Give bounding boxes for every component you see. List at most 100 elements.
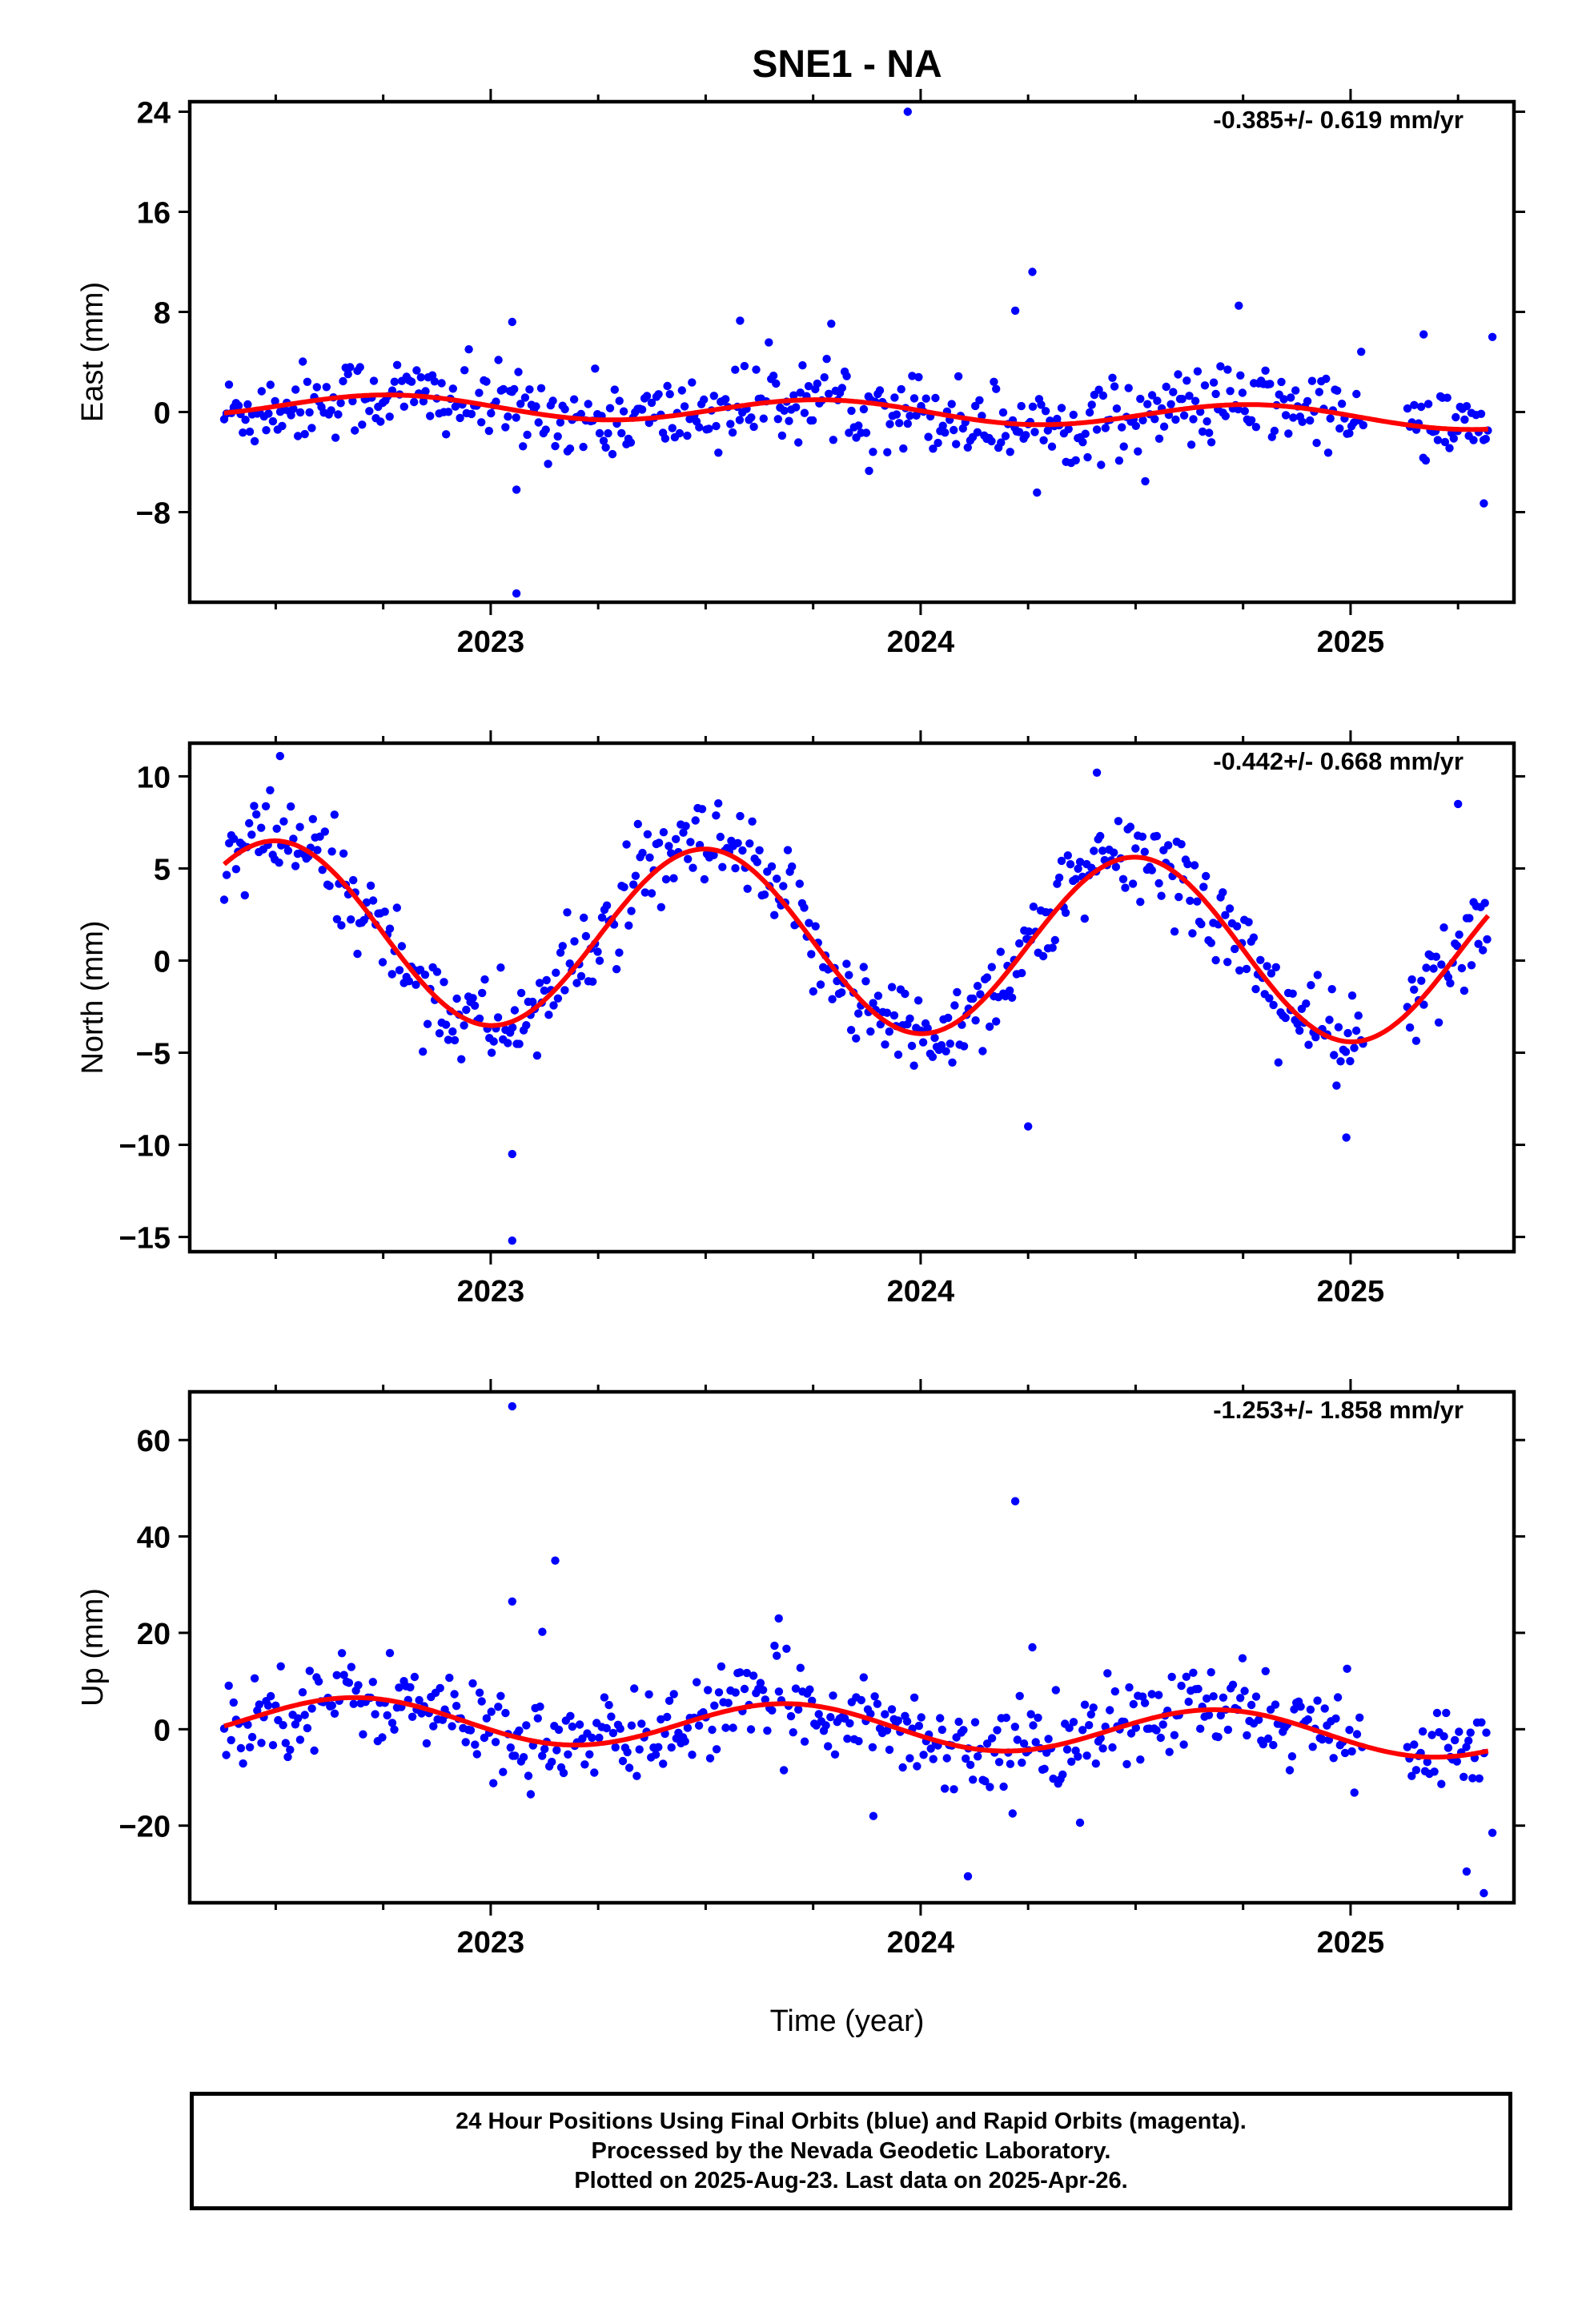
data-point [1136, 394, 1145, 404]
data-point [1048, 943, 1057, 952]
data-point [912, 411, 921, 420]
data-point [774, 1614, 783, 1623]
data-point [1225, 904, 1235, 913]
data-point [351, 426, 359, 435]
data-point [663, 1712, 672, 1722]
data-point [892, 410, 901, 419]
data-point [303, 377, 312, 386]
data-point [580, 1760, 589, 1769]
data-point [508, 1401, 516, 1411]
data-point [491, 1738, 500, 1747]
data-point [544, 460, 552, 468]
data-point [279, 1721, 287, 1730]
data-point [1053, 414, 1062, 424]
data-point [339, 1671, 348, 1679]
data-point [303, 1723, 312, 1733]
data-point [339, 376, 347, 386]
data-point [1259, 1739, 1268, 1749]
data-point [755, 846, 764, 855]
data-point [1214, 1732, 1223, 1742]
data-point [805, 1685, 814, 1694]
data-point [511, 1751, 520, 1760]
data-point [595, 956, 604, 965]
data-point [496, 963, 505, 972]
data-point [501, 423, 510, 432]
data-point [299, 357, 307, 366]
data-point [222, 870, 231, 879]
data-point [262, 426, 271, 435]
data-point [477, 1697, 486, 1706]
data-point [608, 1728, 618, 1738]
data-point [412, 980, 420, 989]
data-point [1189, 415, 1198, 424]
data-point [1110, 382, 1119, 391]
data-point [897, 384, 905, 394]
data-point [515, 1039, 524, 1048]
data-point [905, 1014, 914, 1023]
data-point [1288, 989, 1297, 999]
data-point [1110, 848, 1118, 857]
data-point [1249, 933, 1259, 942]
data-point [691, 816, 700, 825]
data-point [1351, 1026, 1361, 1035]
data-point [688, 378, 697, 387]
data-point [885, 420, 894, 428]
data-point [1138, 1692, 1147, 1701]
data-point [1434, 1018, 1443, 1027]
data-point [512, 485, 521, 494]
data-point [310, 1746, 319, 1755]
data-point [794, 438, 803, 447]
data-point [560, 986, 569, 995]
data-point [1255, 1715, 1263, 1724]
data-point [1140, 847, 1150, 856]
data-point [1098, 846, 1107, 855]
data-point [1462, 402, 1472, 411]
data-point [1419, 330, 1428, 339]
data-point [656, 903, 665, 912]
data-point [266, 380, 275, 389]
data-point [1238, 1654, 1247, 1663]
data-point [672, 834, 681, 844]
data-point [1071, 456, 1080, 464]
data-point [460, 1021, 468, 1030]
data-point [1481, 434, 1491, 444]
data-point [1106, 1706, 1114, 1715]
data-point [538, 1627, 547, 1636]
data-point [437, 379, 446, 388]
data-point [478, 988, 487, 998]
data-point [1203, 417, 1211, 426]
data-point [950, 425, 958, 435]
data-point [1439, 923, 1448, 932]
data-point [917, 1713, 926, 1722]
data-point [616, 1724, 624, 1733]
data-point [520, 393, 530, 402]
data-point [1002, 1713, 1011, 1723]
data-point [499, 384, 508, 394]
data-point [763, 1726, 772, 1735]
data-point [1355, 1713, 1364, 1722]
data-point [1221, 911, 1230, 919]
data-point [1240, 407, 1250, 416]
data-point [1488, 332, 1497, 341]
data-point [1460, 986, 1469, 995]
data-point [553, 432, 562, 441]
data-point [1475, 1774, 1484, 1783]
data-point [1129, 1699, 1138, 1709]
data-point [700, 395, 709, 404]
data-point [907, 1041, 917, 1051]
data-point [475, 1014, 484, 1023]
data-point [1223, 1725, 1233, 1735]
data-point [565, 444, 575, 453]
data-point [257, 387, 266, 396]
data-point [1270, 426, 1279, 436]
data-point [1170, 1731, 1179, 1739]
data-point [859, 1673, 869, 1682]
data-point [445, 1673, 454, 1683]
plot-area-east [219, 107, 1497, 598]
data-point [950, 1001, 959, 1010]
data-point [423, 1019, 432, 1028]
data-point [286, 1745, 295, 1755]
x-tick-label: 2023 [457, 625, 525, 659]
data-point [1437, 1779, 1446, 1788]
data-point [1345, 1726, 1354, 1735]
